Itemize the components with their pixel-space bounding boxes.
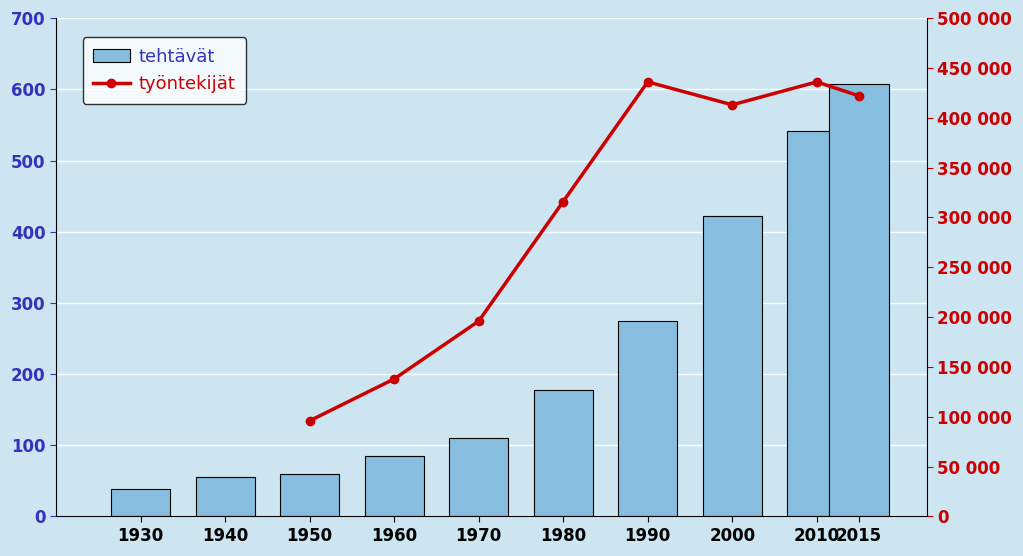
Legend: tehtävät, työntekijät: tehtävät, työntekijät <box>83 37 247 104</box>
Bar <box>195 477 255 517</box>
Bar <box>534 390 592 517</box>
Bar <box>280 474 340 517</box>
Bar <box>364 456 424 517</box>
Bar <box>618 321 677 517</box>
Bar <box>449 438 508 517</box>
Bar <box>703 216 762 517</box>
Bar <box>787 131 846 517</box>
Bar <box>830 83 889 517</box>
Bar <box>112 489 170 517</box>
